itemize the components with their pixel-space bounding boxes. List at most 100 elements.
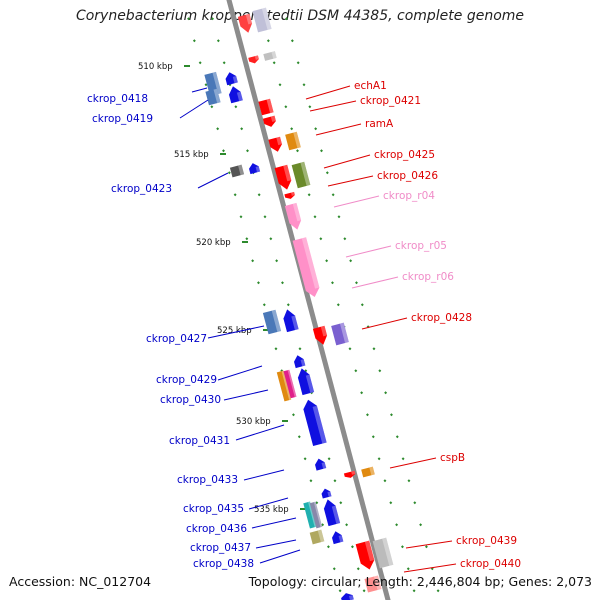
forward-feature-shade (382, 537, 394, 566)
forward-feature (331, 322, 349, 346)
forward-feature (252, 7, 272, 33)
forward-feature (355, 540, 375, 570)
leader-line (333, 195, 380, 208)
tick-dot (331, 193, 335, 197)
forward-feature-shade (373, 575, 382, 591)
tick-dot (331, 281, 334, 285)
tick-dot (281, 281, 284, 285)
tick-dot (339, 501, 343, 505)
forward-feature-body (285, 131, 301, 151)
forward-feature-shade (245, 13, 253, 25)
forward-feature-body (248, 55, 259, 64)
reverse-feature-body (315, 458, 327, 471)
tick-dot (216, 39, 220, 43)
tick-dot (325, 259, 329, 263)
tick-dot (371, 435, 375, 439)
gene-label: cspB (440, 452, 465, 464)
leader-line (248, 497, 289, 510)
leader-line (179, 99, 209, 119)
forward-feature-shade (266, 98, 274, 114)
forward-feature-body (292, 237, 320, 297)
forward-feature-shade (261, 7, 272, 30)
forward-feature-body (258, 98, 274, 116)
forward-feature (312, 325, 328, 345)
reverse-feature-body (283, 369, 297, 399)
reverse-feature-body (262, 309, 282, 335)
gene-label: ckrop_0423 (111, 183, 172, 195)
reverse-feature-body (249, 163, 261, 175)
tick-dot (262, 303, 266, 307)
kbp-label: 535 kbp (254, 505, 289, 515)
forward-feature (372, 537, 394, 569)
forward-feature-shade (300, 161, 311, 186)
tick-dot (296, 61, 300, 65)
reverse-feature (303, 399, 327, 447)
forward-feature-body (372, 537, 394, 569)
tick-dot (395, 435, 399, 439)
tick-dot (297, 435, 301, 439)
reverse-feature-body (229, 164, 245, 178)
gene-label: ckrop_0438 (193, 558, 254, 570)
gene-label: ckrop_0426 (377, 170, 438, 182)
forward-feature-shade (369, 466, 375, 476)
gene-label: ckrop_0431 (169, 435, 230, 447)
tick-dot (401, 457, 405, 461)
tick-dot (389, 501, 393, 505)
tick-dot (332, 567, 336, 571)
tick-dot (292, 413, 295, 417)
tick-dot (308, 105, 312, 109)
leader-line (389, 457, 437, 469)
tick-dot (356, 567, 360, 571)
forward-feature-body (268, 136, 282, 152)
tick-dot (187, 17, 190, 21)
tick-dot (240, 127, 244, 131)
tick-dot (314, 127, 318, 131)
tick-dot (275, 259, 279, 263)
leader-line (217, 365, 263, 381)
tick-dot (192, 39, 196, 43)
forward-feature (292, 237, 320, 297)
forward-feature (268, 136, 282, 152)
reverse-feature (341, 593, 354, 600)
forward-feature-shade (254, 55, 259, 60)
tick-dot (360, 391, 364, 395)
tick-dot (326, 545, 330, 549)
reverse-feature (315, 458, 327, 471)
tick-dot (266, 39, 270, 43)
forward-feature (291, 161, 311, 189)
tick-dot (307, 193, 311, 197)
reverse-feature-shade (236, 91, 243, 102)
reverse-feature-body (309, 529, 325, 545)
tick-dot (336, 303, 340, 307)
gene-label: ramA (365, 118, 394, 130)
leader-line (351, 276, 399, 289)
tick-dot (366, 413, 369, 417)
leader-line (197, 172, 229, 189)
tick-dot (227, 171, 231, 175)
tick-dot (327, 457, 331, 461)
gene-label: ckrop_0421 (360, 95, 421, 107)
tick-dot (278, 83, 282, 87)
forward-feature-body (364, 575, 382, 593)
forward-feature-shade (364, 540, 375, 562)
kbp-label: 520 kbp (196, 238, 231, 248)
reverse-feature (229, 164, 245, 178)
leader-line (405, 540, 453, 549)
reverse-feature-shade (281, 370, 292, 401)
forward-feature-shade (351, 470, 356, 475)
tick-dot (348, 347, 352, 351)
reverse-feature-shade (255, 166, 261, 173)
forward-feature (262, 115, 276, 127)
tick-dot (263, 215, 267, 219)
reverse-feature (323, 499, 341, 527)
forward-feature-shade (339, 322, 349, 344)
tick-dot (320, 149, 323, 153)
tick-dot (284, 105, 288, 109)
tick-dot (325, 171, 329, 175)
forward-feature-shade (301, 237, 320, 289)
reverse-feature-shade (305, 374, 315, 394)
tick-dot (395, 523, 399, 527)
tick-dot (274, 347, 278, 351)
gene-label: ckrop_r04 (383, 190, 435, 202)
